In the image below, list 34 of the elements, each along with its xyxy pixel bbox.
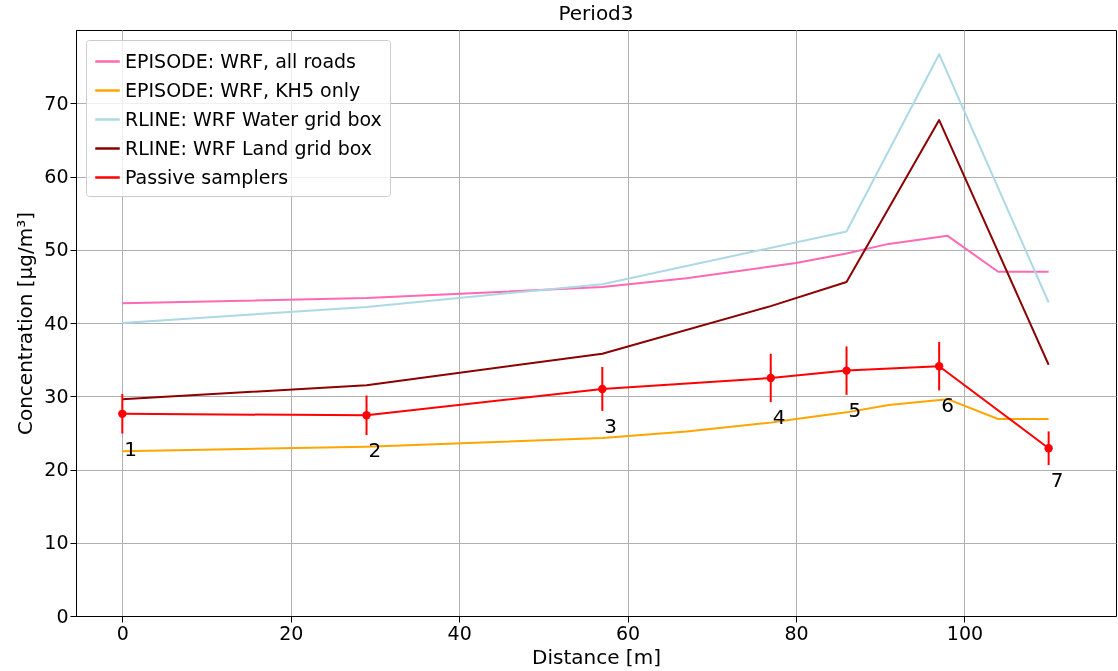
y-axis-title: Concentration [μg/m³]: [13, 211, 38, 436]
y-tick-label: 40: [44, 311, 69, 334]
x-tick-label: 40: [447, 621, 472, 644]
y-tick-label: 10: [44, 531, 69, 554]
legend-label: Passive samplers: [125, 165, 289, 188]
y-tick-label: 70: [44, 91, 69, 114]
point: [766, 373, 775, 383]
y-tick-label: 30: [44, 384, 69, 407]
legend-label: RLINE: WRF Water grid box: [125, 107, 382, 130]
x-tick-label: 20: [279, 621, 304, 644]
point: [362, 411, 371, 420]
x-tick-label: 0: [116, 621, 129, 644]
point: [598, 384, 607, 394]
y-tick-label: 0: [56, 604, 69, 627]
legend-label: EPISODE: WRF, KH5 only: [125, 78, 361, 101]
point: [1044, 444, 1053, 453]
y-tick-label: 50: [44, 238, 69, 261]
line-series: [121, 53, 1050, 324]
x-tick-label: 80: [784, 621, 809, 644]
x-axis-title: Distance [m]: [532, 644, 661, 669]
line-series: [121, 234, 1050, 305]
point: [842, 366, 851, 375]
y-tick-label: 20: [44, 458, 69, 480]
annotation: 6: [941, 393, 954, 418]
annotation: 7: [1050, 468, 1064, 493]
y-tick-label: 60: [44, 165, 69, 187]
annotation: 3: [604, 413, 618, 438]
legend-label: RLINE: WRF Land grid box: [125, 136, 372, 159]
x-tick-label: 100: [946, 621, 984, 644]
legend-label: EPISODE: WRF, all roads: [125, 49, 357, 72]
x-tick-label: 60: [615, 621, 641, 644]
point: [934, 362, 944, 371]
chart-title: Period3: [558, 1, 634, 25]
point: [118, 409, 127, 418]
